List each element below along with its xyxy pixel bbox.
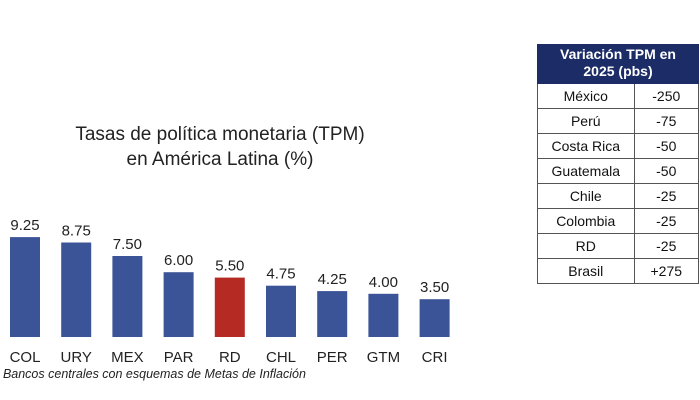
category-label-per: PER — [317, 349, 348, 366]
table-header: Variación TPM en 2025 (pbs) — [537, 44, 699, 84]
chart-title: Tasas de política monetaria (TPM) en Amé… — [40, 122, 400, 172]
table-row: Colombia -25 — [537, 208, 700, 234]
table-row: Guatemala -50 — [537, 158, 700, 184]
value-label-chl: 4.75 — [266, 266, 295, 283]
bar-col — [10, 237, 40, 337]
bar-cri — [419, 299, 450, 337]
table-row: Chile -25 — [537, 183, 700, 209]
value-label-per: 4.25 — [318, 271, 347, 288]
category-label-mex: MEX — [111, 349, 144, 366]
category-label-chl: CHL — [266, 349, 296, 366]
category-label-col: COL — [10, 349, 41, 366]
table-cell-country: RD — [537, 233, 635, 259]
table-header-line-1: Variación TPM en — [560, 46, 676, 62]
category-label-gtm: GTM — [367, 349, 400, 366]
bar-ury — [61, 242, 92, 337]
table-row: Perú -75 — [537, 108, 700, 134]
value-label-ury: 8.75 — [62, 223, 91, 240]
table-header-row: Variación TPM en 2025 (pbs) — [537, 44, 699, 84]
bar-rd — [214, 277, 245, 337]
table-cell-value: -25 — [633, 208, 700, 234]
table-cell-country: Perú — [537, 108, 635, 134]
table-row: RD -25 — [537, 233, 700, 259]
table-row: Costa Rica -50 — [537, 133, 700, 159]
table-row: Brasil +275 — [537, 258, 700, 284]
value-label-cri: 3.50 — [420, 279, 449, 296]
tpm-variation-table: Variación TPM en 2025 (pbs) México -250 Pe… — [537, 44, 700, 284]
source-note: : Bancos centrales con esquemas de Metas… — [0, 367, 306, 381]
chart-title-line-2: en América Latina (%) — [126, 149, 314, 170]
table-cell-country: Costa Rica — [537, 133, 635, 159]
table-cell-value: -25 — [633, 183, 700, 209]
bar-mex — [112, 256, 143, 337]
value-label-col: 9.25 — [10, 217, 39, 234]
table-cell-country: Guatemala — [537, 158, 635, 184]
chart-title-line-1: Tasas de política monetaria (TPM) — [75, 124, 365, 145]
value-label-mex: 7.50 — [113, 236, 142, 253]
table-cell-country: Brasil — [537, 258, 635, 284]
table-cell-value: -250 — [633, 83, 700, 109]
bar-par — [163, 272, 194, 337]
table-header-line-2: 2025 (pbs) — [583, 63, 653, 79]
table-cell-country: México — [537, 83, 635, 109]
value-label-rd: 5.50 — [215, 258, 244, 275]
table-cell-country: Colombia — [537, 208, 635, 234]
bar-per — [317, 291, 348, 337]
value-label-par: 6.00 — [164, 252, 193, 269]
bar-gtm — [368, 293, 399, 337]
table-cell-value: -25 — [633, 233, 700, 259]
table-cell-value: -50 — [633, 133, 700, 159]
category-label-rd: RD — [219, 349, 241, 366]
value-label-gtm: 4.00 — [369, 274, 398, 291]
table-cell-value: -75 — [633, 108, 700, 134]
table-row: México -250 — [537, 83, 700, 109]
category-label-par: PAR — [164, 349, 194, 366]
bar-chl — [266, 285, 296, 337]
bar-chart: 9.25 COL 8.75 URY 7.50 MEX 6.00 PAR 5.50 RD 4.75 CH… — [10, 217, 450, 366]
category-label-cri: CRI — [422, 349, 448, 366]
category-label-ury: URY — [60, 349, 91, 366]
table-cell-country: Chile — [537, 183, 635, 209]
table-cell-value: +275 — [633, 258, 700, 284]
table-cell-value: -50 — [633, 158, 700, 184]
